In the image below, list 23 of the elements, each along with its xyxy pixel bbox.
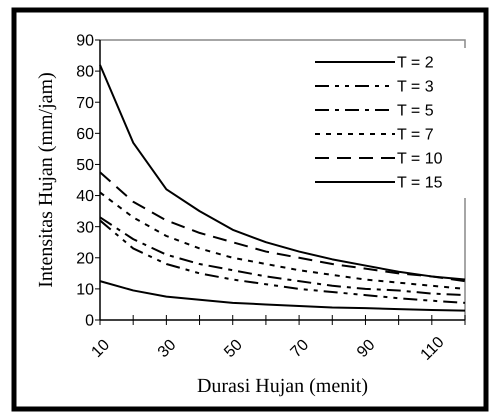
x-axis-title: Durasi Hujan (menit): [196, 375, 368, 397]
y-tick-label: 20: [76, 250, 94, 268]
y-axis-title: Intensitas Hujan (mm/jam): [35, 72, 57, 288]
x-tick-label: 30: [154, 336, 180, 362]
y-tick-label: 50: [76, 157, 94, 174]
y-tick-label: 80: [76, 64, 94, 81]
x-tick-label: 70: [288, 336, 312, 362]
x-tick-label: 110: [418, 334, 448, 364]
legend-label: T = 10: [397, 150, 443, 168]
y-tick-label: 30: [76, 219, 94, 236]
y-tick-label: 0: [85, 312, 94, 330]
legend-label: T = 2: [397, 54, 434, 72]
y-tick-label: 40: [76, 188, 94, 206]
x-tick-label: 50: [221, 336, 246, 362]
y-tick-label: 10: [76, 281, 94, 298]
legend-label: T = 5: [397, 102, 434, 120]
y-tick-label: 90: [76, 32, 94, 50]
x-tick-label: 90: [354, 336, 379, 362]
legend-label: T = 15: [397, 174, 443, 192]
y-tick-label: 60: [76, 126, 94, 143]
legend-label: T = 7: [397, 126, 434, 144]
legend-label: T = 3: [397, 78, 434, 96]
y-tick-label: 70: [76, 94, 94, 112]
